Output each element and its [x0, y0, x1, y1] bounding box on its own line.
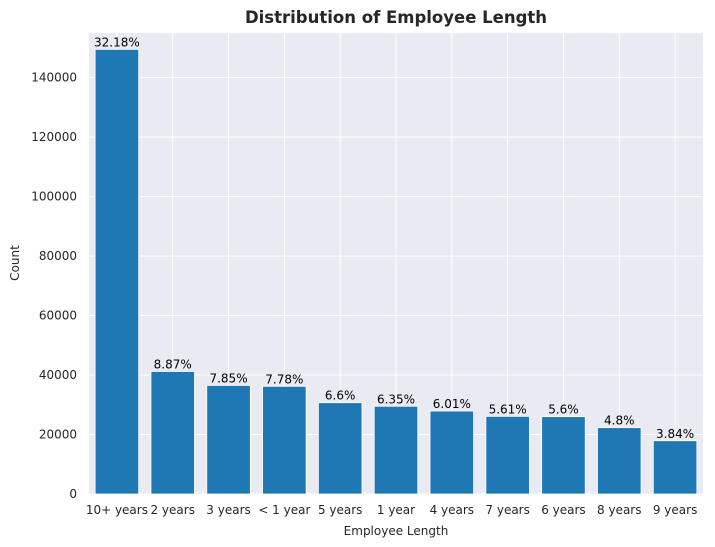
- x-tick-label: 4 years: [430, 503, 474, 517]
- y-tick-label: 140000: [31, 71, 77, 85]
- x-tick-label: 5 years: [318, 503, 362, 517]
- x-tick-label: 10+ years: [86, 503, 148, 517]
- bar: [150, 371, 195, 495]
- x-tick-labels: 10+ years 2 years 3 years < 1 year 5 years 1 …: [86, 503, 698, 517]
- data-labels: 32.18% 8.87% 7.85% 7.78% 6.6% 6.35% 6.01% 5.61%…: [94, 35, 694, 440]
- y-axis-label: Count: [8, 245, 22, 281]
- x-tick-label: 9 years: [653, 503, 697, 517]
- x-tick-label: 1 year: [377, 503, 415, 517]
- x-axis-label: Employee Length: [344, 524, 449, 538]
- bar: [597, 427, 642, 495]
- y-tick-label: 0: [69, 487, 77, 501]
- bar: [318, 402, 363, 495]
- chart-title: Distribution of Employee Length: [245, 8, 547, 27]
- bar: [262, 385, 307, 495]
- y-tick-label: 40000: [39, 368, 77, 382]
- bar-data-label: 8.87%: [154, 357, 192, 371]
- x-tick-label: < 1 year: [258, 503, 310, 517]
- bar-data-label: 5.61%: [489, 402, 527, 416]
- y-tick-label: 120000: [31, 130, 77, 144]
- x-tick-label: 3 years: [206, 503, 250, 517]
- bar: [485, 415, 530, 495]
- bar: [541, 416, 586, 495]
- bar: [652, 440, 698, 495]
- x-tick-label: 6 years: [541, 503, 585, 517]
- bar-data-label: 6.6%: [325, 389, 356, 403]
- bar-data-label: 6.35%: [377, 392, 415, 406]
- bars: [94, 48, 698, 495]
- y-tick-label: 100000: [31, 190, 77, 204]
- bar: [373, 405, 419, 495]
- y-tick-label: 60000: [39, 309, 77, 323]
- y-tick-label: 20000: [39, 428, 77, 442]
- x-tick-label: 7 years: [485, 503, 529, 517]
- bar-data-label: 3.84%: [656, 427, 694, 441]
- bar: [94, 48, 140, 495]
- bar-data-label: 4.8%: [604, 414, 635, 428]
- y-tick-labels: 0 20000 40000 60000 80000 100000 120000 140000: [31, 71, 77, 501]
- x-tick-label: 8 years: [597, 503, 641, 517]
- bar-data-label: 6.01%: [433, 397, 471, 411]
- bar-data-label: 7.85%: [209, 371, 247, 385]
- bar-data-label: 32.18%: [94, 35, 140, 49]
- bar: [429, 410, 474, 495]
- bar: [206, 385, 251, 495]
- x-tick-label: 2 years: [150, 503, 194, 517]
- y-tick-label: 80000: [39, 249, 77, 263]
- bar-data-label: 7.78%: [265, 372, 303, 386]
- bar-data-label: 5.6%: [548, 403, 579, 417]
